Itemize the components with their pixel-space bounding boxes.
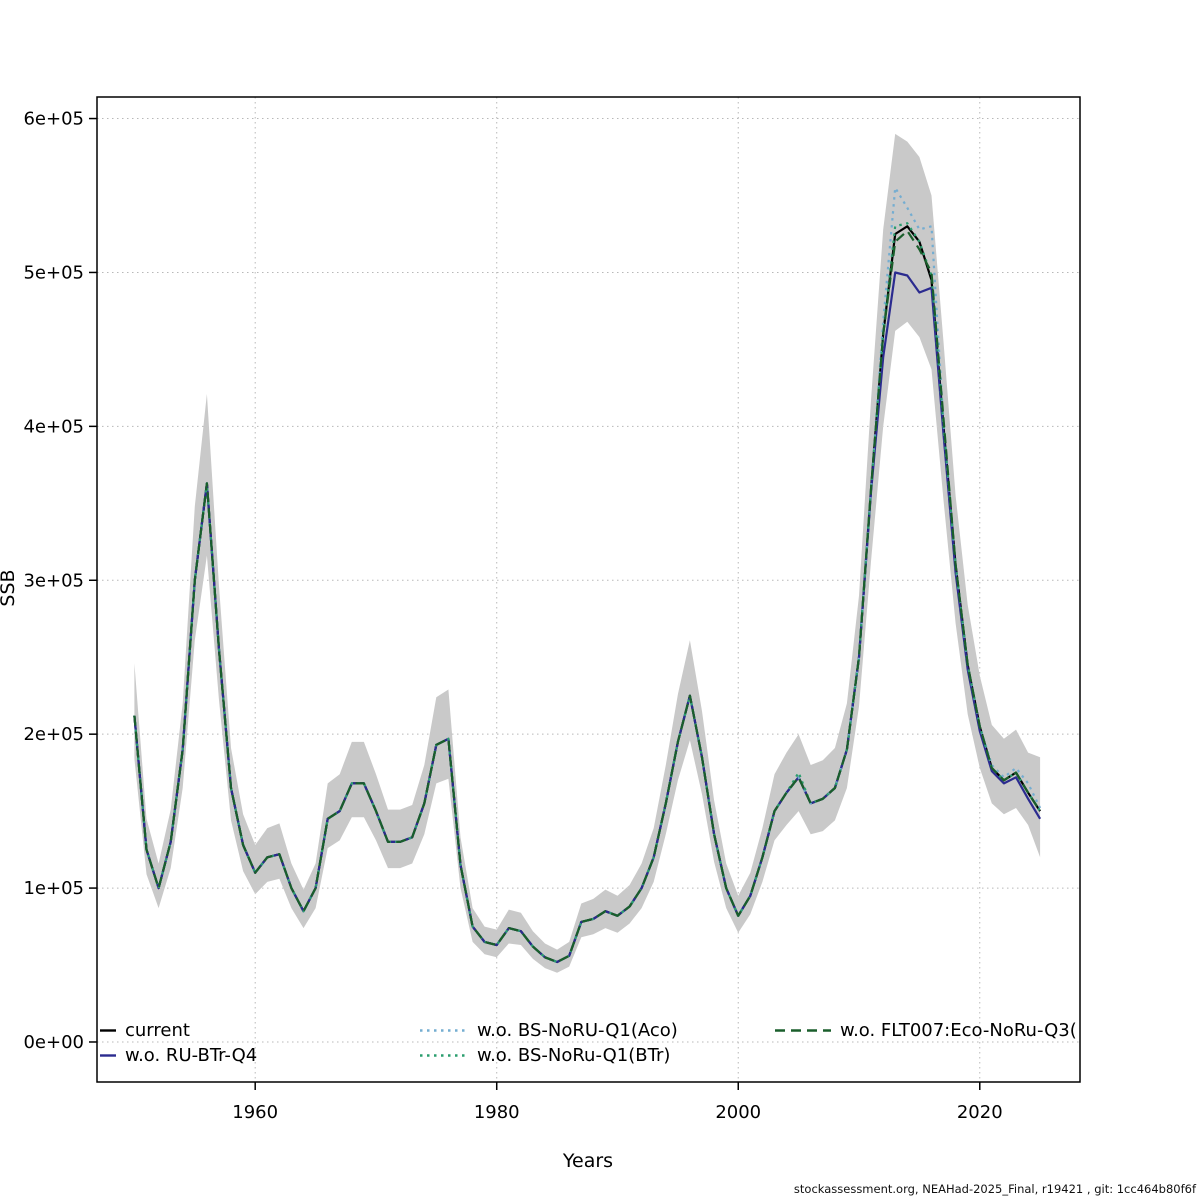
plot-border <box>96 96 1081 1083</box>
legend-item-bs-noru-q1-btr: w.o. BS-NoRu-Q1(BTr) <box>420 1043 670 1068</box>
legend-item-current: current <box>100 1018 190 1043</box>
legend-line-bs-noru-q1-aco <box>420 1029 468 1032</box>
y-tick-label: 3e+05 <box>23 570 84 591</box>
legend-label-bs-noru-q1-aco: w.o. BS-NoRU-Q1(Aco) <box>477 1020 678 1041</box>
legend-line-ru-btr-q4 <box>100 1054 116 1057</box>
legend-item-ru-btr-q4: w.o. RU-BTr-Q4 <box>100 1043 257 1068</box>
x-axis-label: Years <box>562 1150 614 1172</box>
series-line-4 <box>133 229 1042 964</box>
y-tick-label: 4e+05 <box>23 416 84 437</box>
legend-label-bs-noru-q1-btr: w.o. BS-NoRu-Q1(BTr) <box>477 1045 671 1066</box>
source-note: stockassessment.org, NEAHad-2025_Final, … <box>793 1182 1196 1196</box>
y-tick-label: 2e+05 <box>23 724 84 745</box>
y-tick-label: 1e+05 <box>23 878 84 899</box>
x-tick-label: 2000 <box>715 1102 761 1123</box>
y-tick-label: 5e+05 <box>23 262 84 283</box>
legend-item-flt007-eco-noru-q3: w.o. FLT007:Eco-NoRu-Q3( <box>775 1018 1077 1043</box>
x-tick-label: 1980 <box>474 1102 520 1123</box>
legend-line-current <box>100 1029 116 1032</box>
legend-label-current: current <box>125 1020 190 1041</box>
x-tick-label: 1960 <box>232 1102 278 1123</box>
legend-line-flt007-eco-noru-q3 <box>775 1029 831 1032</box>
y-tick-label: 6e+05 <box>23 109 84 130</box>
y-tick-label: 0e+00 <box>23 1032 84 1053</box>
series-line-2 <box>133 186 1042 964</box>
y-axis-label: SSB <box>0 569 19 607</box>
legend-label-ru-btr-q4: w.o. RU-BTr-Q4 <box>125 1045 258 1066</box>
x-tick-label: 2020 <box>957 1102 1003 1123</box>
confidence-band <box>134 133 1041 973</box>
legend-item-bs-noru-q1-aco: w.o. BS-NoRU-Q1(Aco) <box>420 1018 678 1043</box>
legend-line-bs-noru-q1-btr <box>420 1054 468 1057</box>
legend-label-flt007-eco-noru-q3: w.o. FLT007:Eco-NoRu-Q3( <box>840 1020 1077 1041</box>
